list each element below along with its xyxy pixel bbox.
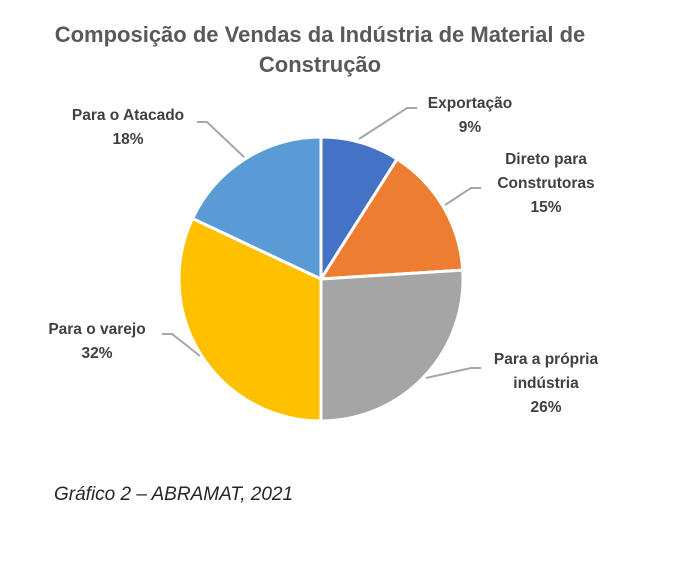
leader-line-atacado [197, 121, 245, 158]
figure-caption: Gráfico 2 – ABRAMAT, 2021 [54, 484, 294, 505]
pie-slice-exportacao [319, 135, 399, 281]
data-label-exportacao: Exportação 9% [410, 92, 530, 140]
chart-title-line-1: Composição de Vendas da Indústria de Mat… [54, 22, 586, 47]
label-value: 26% [530, 399, 562, 416]
data-label-atacado: Para o Atacado 18% [58, 104, 198, 152]
label-value: 15% [530, 199, 562, 216]
label-text: Para o Atacado [71, 107, 185, 124]
pie-slice-construtoras [319, 157, 465, 281]
pie-slice-varejo [177, 217, 323, 423]
label-text: Exportação [427, 95, 513, 112]
label-text: Para a própria [493, 351, 599, 368]
label-value: 9% [458, 119, 482, 136]
leader-line-exportacao [358, 107, 417, 140]
data-label-construtoras: Direto para Construtoras 15% [478, 148, 614, 220]
data-label-varejo: Para o varejo 32% [32, 318, 162, 366]
label-value: 18% [112, 131, 144, 148]
label-text: Direto para [505, 151, 587, 168]
pie-slice-atacado [191, 135, 323, 281]
chart-title-line-2: Construção [258, 52, 382, 77]
label-text: Construtoras [497, 175, 595, 192]
label-text: indústria [513, 375, 579, 392]
leader-line-construtoras [444, 187, 481, 206]
leader-line-varejo [162, 333, 201, 357]
leader-line-propria [425, 367, 481, 379]
label-text: Para o varejo [48, 321, 146, 338]
label-value: 32% [81, 345, 113, 362]
data-label-propria-industria: Para a própria indústria 26% [478, 348, 614, 420]
pie-slice-propria-industria [319, 268, 465, 423]
pie-slices [177, 135, 465, 423]
leader-lines [162, 107, 481, 379]
chart-title: Composição de Vendas da Indústria de Mat… [0, 20, 640, 80]
